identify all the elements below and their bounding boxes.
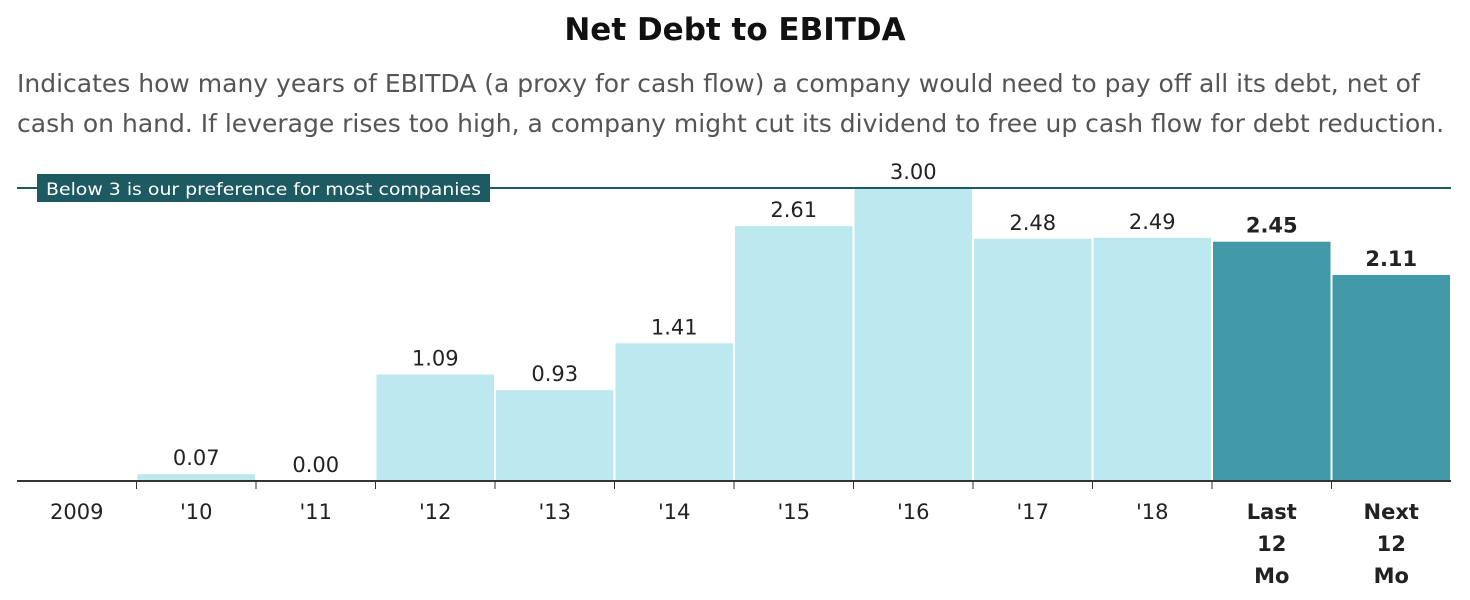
- x-tick-label-line: 2009: [50, 500, 103, 524]
- bar-3: [376, 374, 494, 481]
- value-label-7: 3.00: [890, 160, 937, 184]
- x-tick-label-line: Next: [1364, 500, 1419, 524]
- x-tick-label-line: '13: [539, 500, 572, 524]
- value-label-6: 2.61: [770, 198, 817, 222]
- x-tick-label-4: '13: [539, 500, 572, 524]
- value-label-4: 0.93: [531, 362, 578, 386]
- value-labels-group: 0.07 0.00 1.09 0.93 1.41 2.61 3.00 2.48 2.49 2.45…: [173, 160, 1417, 477]
- x-tick-label-line: '14: [658, 500, 691, 524]
- x-ticks-group: [136, 481, 1332, 489]
- reference-line-group: Below 3 is our preference for most compa…: [17, 174, 1451, 202]
- bar-11: [1332, 274, 1450, 481]
- x-tick-label-line: '17: [1017, 500, 1050, 524]
- value-label-10: 2.45: [1246, 214, 1298, 238]
- bar-5: [615, 343, 733, 481]
- x-tick-label-line: '15: [778, 500, 811, 524]
- value-label-9: 2.49: [1129, 210, 1176, 234]
- bar-4: [496, 390, 614, 481]
- value-label-11: 2.11: [1365, 247, 1417, 271]
- bar-10: [1213, 241, 1331, 481]
- value-label-2: 0.00: [292, 453, 339, 477]
- x-tick-label-7: '16: [897, 500, 930, 524]
- value-label-1: 0.07: [173, 446, 220, 470]
- bars-group: [137, 188, 1450, 481]
- x-tick-label-line: 12: [1257, 532, 1286, 556]
- x-tick-label-8: '17: [1017, 500, 1050, 524]
- x-tick-label-line: '10: [180, 500, 213, 524]
- chart-subtitle: Indicates how many years of EBITDA (a pr…: [17, 69, 1445, 138]
- reference-label-box: [37, 174, 490, 202]
- chart-title: Net Debt to EBITDA: [564, 12, 906, 48]
- x-tick-label-line: Last: [1247, 500, 1297, 524]
- bar-8: [974, 238, 1092, 481]
- x-tick-label-line: Mo: [1254, 564, 1289, 588]
- x-tick-label-9: '18: [1136, 500, 1169, 524]
- x-tick-label-2: '11: [300, 500, 333, 524]
- x-tick-label-0: 2009: [50, 500, 103, 524]
- value-label-5: 1.41: [651, 315, 698, 339]
- x-tick-label-line: '18: [1136, 500, 1169, 524]
- x-tick-label-5: '14: [658, 500, 691, 524]
- x-tick-label-6: '15: [778, 500, 811, 524]
- bar-1: [137, 474, 255, 481]
- bar-6: [735, 226, 853, 481]
- x-tick-label-11: Next 12 Mo: [1364, 500, 1419, 588]
- x-tick-label-line: '12: [419, 500, 452, 524]
- x-tick-label-line: '11: [300, 500, 333, 524]
- value-label-8: 2.48: [1009, 211, 1056, 235]
- x-tick-label-10: Last 12 Mo: [1247, 500, 1297, 588]
- x-tick-label-1: '10: [180, 500, 213, 524]
- bar-9: [1093, 237, 1211, 481]
- bar-7: [854, 188, 972, 481]
- x-tick-label-line: '16: [897, 500, 930, 524]
- reference-label: Below 3 is our preference for most compa…: [46, 180, 481, 200]
- x-tick-label-3: '12: [419, 500, 452, 524]
- x-tick-label-line: 12: [1377, 532, 1406, 556]
- x-tick-labels-group: 2009'10'11'12'13'14'15'16'17'18 Last 12 MoN…: [50, 500, 1419, 588]
- x-tick-label-line: Mo: [1374, 564, 1409, 588]
- value-label-3: 1.09: [412, 347, 459, 371]
